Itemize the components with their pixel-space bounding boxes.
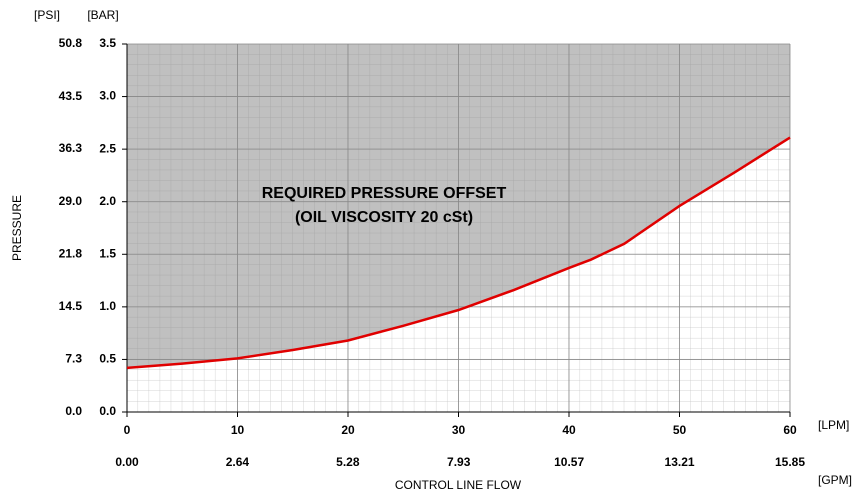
x2-tick-label: 10.57: [554, 455, 584, 469]
y2-tick-label: 7.3: [65, 351, 82, 365]
y2-tick-label: 29.0: [59, 194, 83, 208]
x-tick-label: 0: [124, 423, 131, 437]
x-tick-label: 40: [562, 423, 576, 437]
y-tick-label: 3.5: [99, 36, 116, 50]
annotation: REQUIRED PRESSURE OFFSET: [262, 185, 507, 202]
y2-tick-label: 36.3: [59, 141, 83, 155]
y-tick-label: 3.0: [99, 89, 116, 103]
line: [126, 136, 791, 370]
x2-unit: [GPM]: [818, 473, 852, 487]
y-unit: [BAR]: [87, 8, 118, 22]
x-tick-label: 20: [341, 423, 355, 437]
y-axis-title: PRESSURE: [10, 195, 24, 261]
x2-tick-label: 7.93: [447, 455, 471, 469]
y2-unit: [PSI]: [34, 8, 60, 22]
x2-tick-label: 5.28: [336, 455, 360, 469]
x-unit: [LPM]: [818, 418, 849, 432]
x2-tick-label: 2.64: [226, 455, 250, 469]
y-tick-label: 0.0: [99, 404, 116, 418]
x2-tick-label: 13.21: [665, 455, 695, 469]
y2-tick-label: 50.8: [59, 36, 83, 50]
y2-tick-label: 43.5: [59, 89, 83, 103]
annotation: (OIL VISCOSITY 20 cSt): [295, 209, 473, 226]
x-tick-label: 10: [231, 423, 245, 437]
y2-tick-label: 21.8: [59, 246, 83, 260]
x-axis-title: CONTROL LINE FLOW: [395, 478, 522, 492]
x-tick-label: 30: [452, 423, 466, 437]
y2-tick-label: 14.5: [59, 299, 83, 313]
y-tick-label: 0.5: [99, 352, 116, 366]
x-tick-label: 50: [673, 423, 687, 437]
x2-tick-label: 15.85: [775, 455, 805, 469]
y-tick-label: 2.0: [99, 194, 116, 208]
y-tick-label: 1.5: [99, 246, 116, 260]
y-tick-label: 1.0: [99, 299, 116, 313]
y-tick-label: 2.5: [99, 141, 116, 155]
x-tick-label: 60: [783, 423, 797, 437]
y2-tick-label: 0.0: [65, 404, 82, 418]
x2-tick-label: 0.00: [115, 455, 139, 469]
